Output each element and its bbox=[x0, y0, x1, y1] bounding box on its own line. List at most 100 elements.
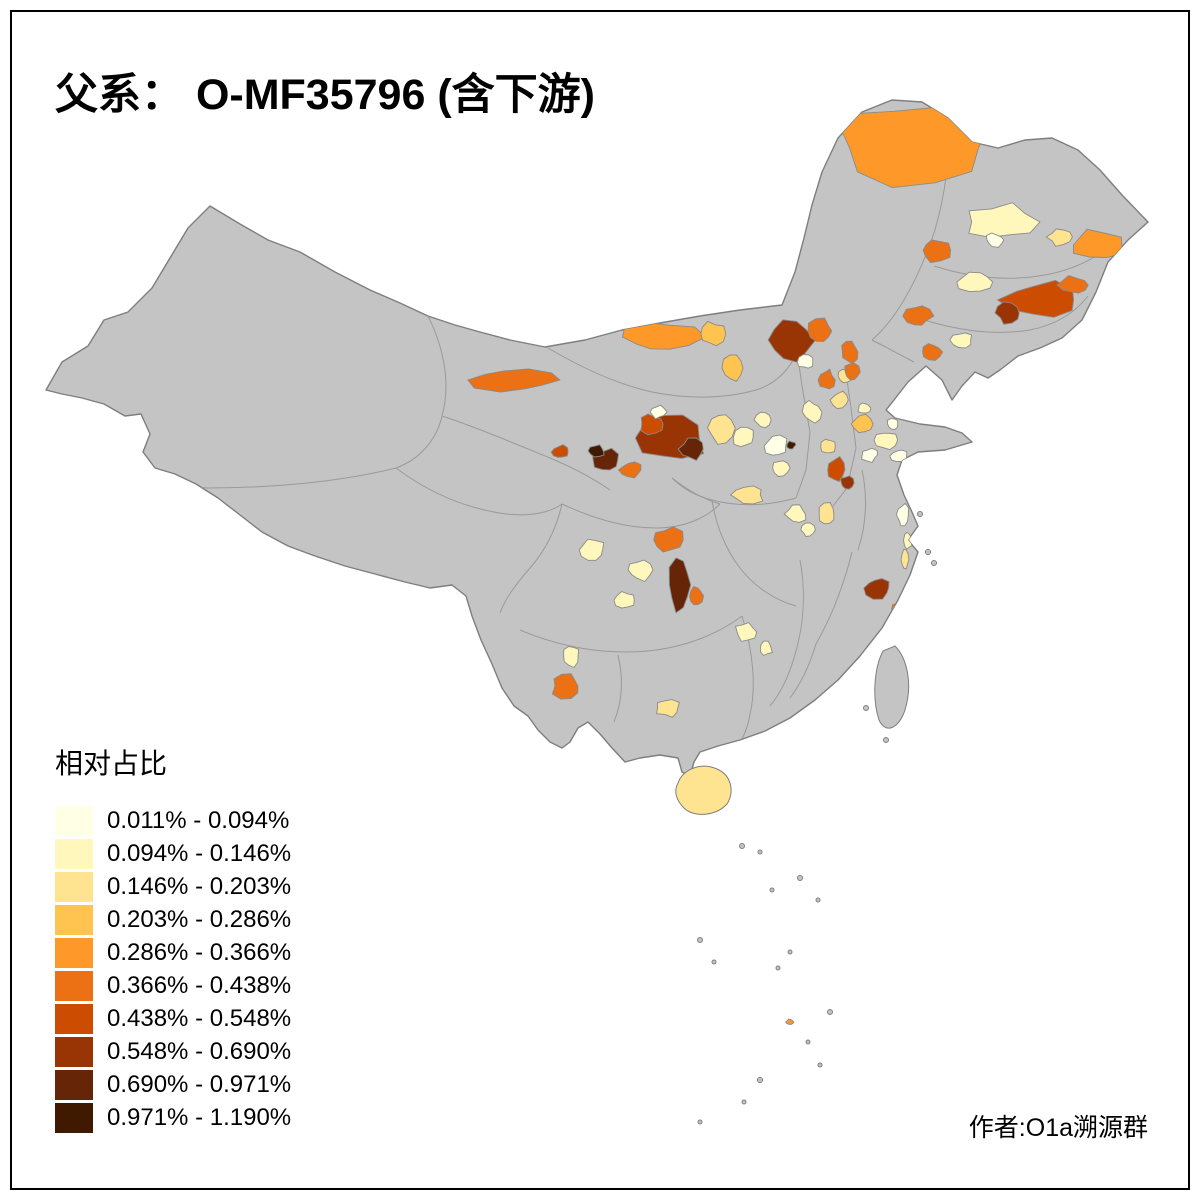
map-region bbox=[956, 271, 994, 293]
map-region bbox=[895, 502, 909, 527]
legend-swatch bbox=[55, 971, 93, 1001]
legend-label: 0.548% - 0.690% bbox=[107, 1038, 292, 1065]
map-region bbox=[818, 502, 835, 525]
author-credit: 作者:O1a溯源群 bbox=[968, 1114, 1148, 1142]
map-region bbox=[968, 202, 1041, 238]
legend-label: 0.366% - 0.438% bbox=[107, 972, 292, 999]
map-region bbox=[817, 368, 836, 390]
map-region bbox=[772, 460, 791, 477]
map-region bbox=[873, 432, 899, 451]
map-region bbox=[785, 1018, 795, 1025]
legend-swatch bbox=[55, 1103, 93, 1133]
map-region bbox=[677, 437, 704, 461]
legend-item: 0.094% - 0.146% bbox=[55, 839, 291, 869]
map-region bbox=[729, 485, 764, 505]
plot-title: 父系： O-MF35796 (含下游) bbox=[55, 71, 595, 119]
map-region bbox=[807, 317, 833, 342]
legend-label: 0.011% - 0.094% bbox=[107, 807, 290, 834]
map-region bbox=[668, 557, 692, 614]
map-region bbox=[617, 461, 642, 479]
map-region bbox=[759, 640, 773, 657]
map-region bbox=[587, 444, 605, 458]
map-region bbox=[801, 399, 823, 424]
map-region bbox=[753, 411, 772, 429]
map-region bbox=[985, 232, 1005, 248]
map-region bbox=[796, 354, 814, 369]
map-region bbox=[903, 531, 913, 550]
legend-item: 0.011% - 0.094% bbox=[55, 806, 291, 836]
map-region bbox=[621, 322, 707, 350]
map-region bbox=[783, 504, 807, 523]
map-region bbox=[732, 426, 754, 448]
legend-label: 0.971% - 1.190% bbox=[107, 1104, 292, 1131]
province-borders bbox=[151, 119, 1117, 743]
legend-label: 0.146% - 0.203% bbox=[107, 873, 292, 900]
map-region bbox=[578, 538, 605, 561]
legend-swatch bbox=[55, 1037, 93, 1067]
map-region bbox=[1045, 228, 1073, 247]
map-region bbox=[786, 440, 797, 450]
legend-item: 0.971% - 1.190% bbox=[55, 1103, 291, 1133]
map-region bbox=[949, 332, 973, 349]
legend-title: 相对占比 bbox=[55, 748, 168, 779]
map-region bbox=[994, 301, 1020, 325]
map-region bbox=[563, 646, 580, 669]
map-region bbox=[857, 402, 872, 414]
colored-islets bbox=[785, 1018, 795, 1025]
legend-item: 0.548% - 0.690% bbox=[55, 1037, 291, 1067]
map-region bbox=[653, 526, 684, 553]
map-region bbox=[550, 444, 569, 458]
map-region bbox=[689, 585, 705, 606]
map-region bbox=[800, 522, 816, 537]
map-region bbox=[734, 622, 758, 642]
legend-label: 0.094% - 0.146% bbox=[107, 840, 292, 867]
legend-label: 0.286% - 0.366% bbox=[107, 939, 292, 966]
legend-swatch bbox=[55, 938, 93, 968]
map-region bbox=[840, 475, 855, 490]
map-region bbox=[763, 434, 788, 456]
map-region bbox=[706, 414, 736, 445]
legend-swatch bbox=[55, 1004, 93, 1034]
map-region bbox=[902, 305, 935, 326]
map-region bbox=[649, 404, 668, 420]
legend-item: 0.286% - 0.366% bbox=[55, 938, 291, 968]
legend-label: 0.690% - 0.971% bbox=[107, 1071, 292, 1098]
prefecture-regions bbox=[467, 106, 1124, 718]
map-region bbox=[850, 413, 874, 434]
map-region bbox=[700, 320, 727, 347]
legend-item: 0.690% - 0.971% bbox=[55, 1070, 291, 1100]
south-china-sea-islands bbox=[697, 511, 937, 1125]
map-region bbox=[844, 362, 861, 381]
taiwan-island bbox=[874, 645, 910, 729]
legend-swatch bbox=[55, 806, 93, 836]
map-region bbox=[841, 340, 859, 365]
map-region bbox=[721, 354, 744, 382]
map-region bbox=[627, 559, 654, 583]
legend-swatch bbox=[55, 905, 93, 935]
map-region bbox=[887, 418, 899, 431]
map-region bbox=[820, 438, 836, 454]
hainan-island bbox=[675, 765, 732, 815]
mainland-outline bbox=[45, 99, 1149, 777]
map-region bbox=[467, 368, 561, 393]
legend-item: 0.438% - 0.548% bbox=[55, 1004, 291, 1034]
legend-label: 0.438% - 0.548% bbox=[107, 1005, 292, 1032]
map-region bbox=[922, 239, 952, 264]
map-region bbox=[829, 390, 849, 410]
map-region bbox=[861, 447, 878, 464]
legend-swatch bbox=[55, 839, 93, 869]
map-region bbox=[656, 699, 680, 718]
map-region bbox=[900, 548, 910, 570]
map-region bbox=[922, 343, 944, 361]
legend-swatch bbox=[55, 1070, 93, 1100]
legend-item: 0.366% - 0.438% bbox=[55, 971, 291, 1001]
legend-item: 0.203% - 0.286% bbox=[55, 905, 291, 935]
legend-swatch bbox=[55, 872, 93, 902]
map-region bbox=[613, 590, 635, 609]
map-region bbox=[1056, 274, 1089, 294]
map-region bbox=[1073, 228, 1124, 258]
legend-item: 0.146% - 0.203% bbox=[55, 872, 291, 902]
legend-label: 0.203% - 0.286% bbox=[107, 906, 292, 933]
